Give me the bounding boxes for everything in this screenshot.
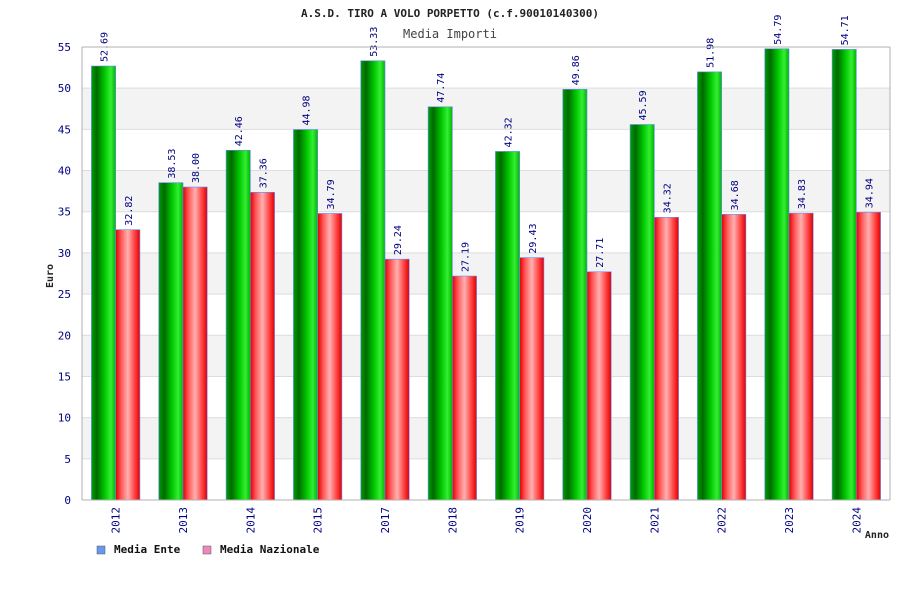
legend-item-ente: Media Ente	[96, 543, 181, 556]
grid-band	[82, 170, 890, 212]
legend-swatch-ente	[96, 545, 106, 555]
bar-ente-2017	[360, 60, 386, 501]
x-tick-label-2014: 2014	[244, 507, 257, 534]
bar-nazionale-2019	[519, 257, 545, 501]
bar-ente-2022	[697, 71, 722, 501]
bar-nazionale-2012	[115, 229, 141, 501]
bar-nazionale-2022	[721, 214, 747, 501]
x-axis-ticks: 2012 2013 2014 2015 2017 2018 2019 2020 2021 2022…	[110, 507, 864, 534]
y-tick-label: 0	[64, 494, 71, 507]
legend-label-nazionale: Media Nazionale	[220, 543, 320, 556]
bar-ente-2021	[629, 124, 655, 501]
bar-nazionale-2021	[654, 217, 679, 501]
bar-nazionale-2014	[250, 191, 275, 501]
value-label-nazionale-2024: 34.94	[864, 178, 875, 208]
grid-band	[82, 88, 890, 130]
y-tick-label: 45	[58, 123, 71, 136]
bar-ente-2024	[831, 49, 857, 501]
value-label-nazionale-2022: 34.68	[730, 180, 741, 210]
bar-ente-2020	[562, 89, 588, 501]
value-label-nazionale-2018: 27.19	[460, 242, 471, 272]
x-tick-label-2023: 2023	[783, 507, 796, 534]
y-tick-label: 25	[58, 288, 71, 301]
x-tick-label-2012: 2012	[110, 507, 123, 534]
x-tick-label-2021: 2021	[648, 507, 661, 534]
value-label-ente-2022: 51.98	[706, 38, 717, 68]
y-axis-ticks: 0 5 10 15 20 25 30 35 40 45 50 55	[58, 41, 71, 507]
value-label-nazionale-2020: 27.71	[595, 238, 606, 268]
x-tick-label-2024: 2024	[850, 507, 863, 534]
y-tick-label: 20	[58, 329, 71, 342]
value-label-nazionale-2015: 34.79	[326, 179, 337, 209]
bar-nazionale-2020	[586, 271, 612, 501]
value-label-nazionale-2013: 38.00	[191, 153, 202, 183]
y-tick-label: 10	[58, 412, 71, 425]
y-tick-label: 55	[58, 41, 71, 54]
grid-band	[82, 417, 890, 459]
grid-lines	[82, 87, 890, 460]
value-label-ente-2015: 44.98	[302, 95, 313, 125]
y-tick-label: 40	[58, 165, 71, 178]
bar-ente-2014	[225, 149, 251, 501]
x-tick-label-2017: 2017	[379, 507, 392, 534]
bar-ente-2015	[293, 129, 318, 501]
y-tick-label: 35	[58, 206, 71, 219]
x-tick-label-2013: 2013	[177, 507, 190, 534]
value-label-ente-2018: 47.74	[436, 73, 447, 103]
legend-swatch-nazionale	[202, 545, 212, 555]
grid-band	[82, 252, 890, 295]
y-axis-title: Euro	[45, 264, 56, 288]
x-tick-label-2022: 2022	[716, 507, 729, 534]
bars	[91, 48, 881, 501]
y-tick-label: 30	[58, 247, 71, 260]
legend-item-nazionale: Media Nazionale	[202, 543, 320, 556]
legend: Media Ente Media Nazionale	[96, 543, 320, 556]
bar-ente-2012	[91, 65, 116, 501]
value-label-nazionale-2021: 34.32	[662, 183, 673, 213]
y-tick-label: 50	[58, 82, 71, 95]
x-axis-title: Anno	[865, 530, 889, 541]
y-tick-label: 15	[58, 370, 71, 383]
bar-nazionale-2023	[788, 212, 814, 501]
grid-bands	[82, 88, 890, 459]
value-label-ente-2021: 45.59	[638, 90, 649, 120]
value-label-nazionale-2019: 29.43	[528, 223, 539, 253]
chart-subtitle: Media Importi	[403, 27, 497, 41]
grid-band	[82, 335, 890, 377]
bar-ente-2013	[158, 182, 184, 501]
bar-nazionale-2018	[452, 275, 477, 501]
value-label-nazionale-2023: 34.83	[797, 179, 808, 209]
bar-nazionale-2024	[856, 211, 881, 501]
bar-nazionale-2015	[317, 213, 343, 501]
value-label-ente-2024: 54.71	[840, 15, 851, 45]
bar-ente-2018	[427, 106, 453, 501]
chart-title: A.S.D. TIRO A VOLO PORPETTO (c.f.9001014…	[301, 7, 599, 20]
bar-ente-2023	[764, 48, 790, 501]
value-label-ente-2013: 38.53	[167, 149, 178, 179]
x-tick-label-2020: 2020	[581, 507, 594, 534]
x-tick-label-2015: 2015	[312, 507, 325, 534]
bar-nazionale-2013	[182, 186, 208, 501]
value-label-ente-2023: 54.79	[773, 15, 784, 45]
value-label-nazionale-2012: 32.82	[124, 196, 135, 226]
x-tick-label-2018: 2018	[446, 507, 459, 534]
bar-ente-2019	[495, 151, 520, 501]
value-label-nazionale-2014: 37.36	[258, 158, 269, 188]
bar-nazionale-2017	[384, 258, 410, 501]
legend-label-ente: Media Ente	[114, 543, 181, 556]
value-label-ente-2020: 49.86	[571, 55, 582, 85]
value-label-nazionale-2017: 29.24	[393, 225, 404, 255]
y-tick-label: 5	[64, 453, 71, 466]
value-label-ente-2019: 42.32	[504, 117, 515, 147]
value-label-ente-2017: 53.33	[369, 27, 380, 57]
value-label-ente-2014: 42.46	[234, 116, 245, 146]
x-tick-label-2019: 2019	[514, 507, 527, 534]
